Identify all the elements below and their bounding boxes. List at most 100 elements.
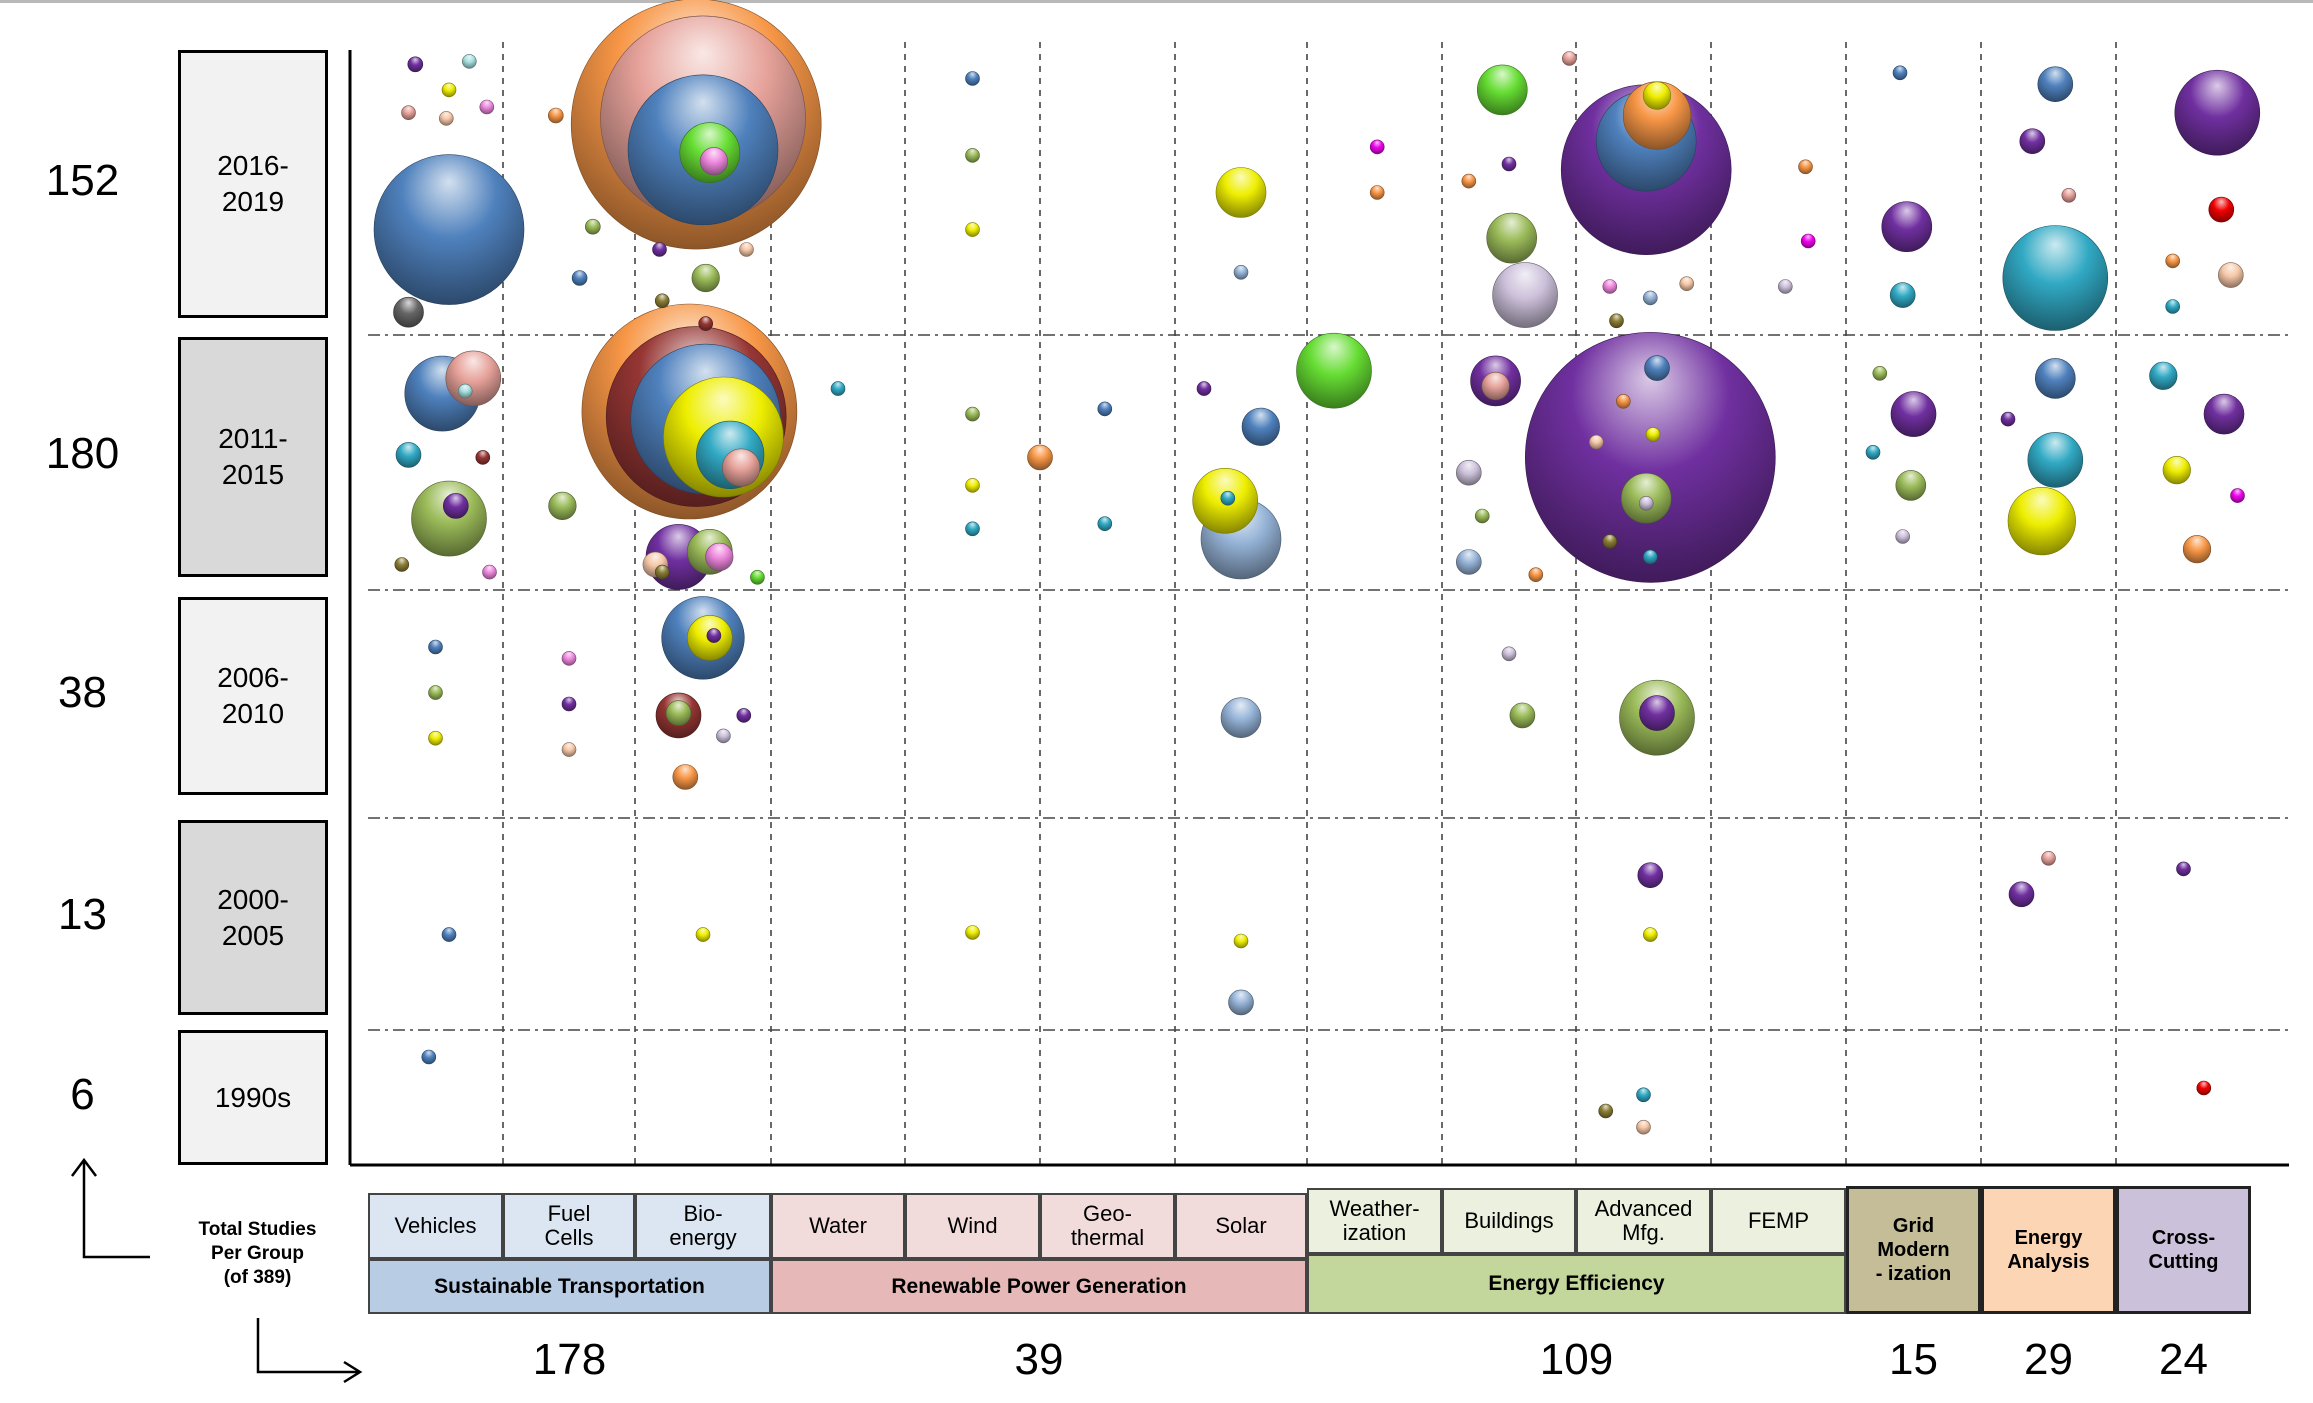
bubble-olive (584, 218, 601, 235)
bubble-lavender (1638, 495, 1654, 511)
bubble-lavender (1895, 529, 1910, 544)
bubble-yellow (965, 478, 980, 493)
bubble-orange (1616, 393, 1631, 409)
side-group-total: 15 (1889, 1335, 1938, 1384)
total-studies-label: Total Studies Per Group (of 389) (198, 1219, 317, 1288)
side-group-label: Energy Analysis (1981, 1186, 2116, 1314)
bubble-orange (672, 764, 699, 790)
bubble-purple (736, 708, 752, 723)
bubble-yellow (965, 222, 980, 237)
category-label: Solar (1175, 1193, 1307, 1259)
bubble-yellow (2162, 456, 2191, 485)
bubble-orange (1461, 173, 1477, 189)
bubble-purple (2203, 393, 2245, 435)
bubble-olive (965, 406, 980, 422)
category-label: Wind (905, 1193, 1040, 1259)
bubble-lightblue (1228, 989, 1254, 1016)
bubble-orange (1528, 567, 1544, 583)
bubble-teal (1889, 282, 1916, 308)
bubble-peach (438, 111, 454, 126)
period-total: 180 (45, 429, 120, 478)
bubble-darkred (475, 450, 491, 465)
bubble-lavender (1778, 279, 1793, 294)
bubble-darkred (698, 316, 714, 331)
category-label: Vehicles (368, 1193, 503, 1259)
bubble-yellow (2007, 486, 2076, 556)
bubble-peach (1679, 276, 1694, 292)
bubble-yellow (965, 925, 980, 940)
bubble-blue (965, 71, 980, 86)
category-label: Water (771, 1193, 905, 1259)
bubble-olive (1474, 508, 1490, 524)
bubble-pink (705, 542, 734, 572)
bubble-lightblue (1456, 549, 1482, 575)
bubble-olive (548, 491, 577, 521)
bubble-orange (1027, 444, 1053, 471)
bubble-purple (652, 242, 667, 257)
bubble-teal (965, 521, 980, 537)
category-label: Bio- energy (635, 1193, 771, 1259)
bubble-pink (1602, 279, 1618, 294)
bubble-olive (1895, 470, 1927, 501)
bubble-green (750, 569, 765, 585)
bubble-purple (706, 628, 722, 643)
group-label: Renewable Power Generation (771, 1259, 1307, 1314)
category-label: Weather- ization (1307, 1188, 1442, 1254)
bubble-salmon (1481, 371, 1510, 401)
side-group-label: Cross- Cutting (2116, 1186, 2251, 1314)
bubble-paleteal (457, 383, 473, 399)
bubble-lavender (716, 728, 731, 744)
bubble-peach (561, 742, 577, 757)
right-arrow-icon (256, 1318, 363, 1384)
bubble-brown (654, 564, 670, 580)
top-rule (0, 0, 2313, 3)
bubble-yellow (1215, 167, 1267, 218)
bubble-purple (1637, 862, 1664, 889)
period-total: 152 (45, 156, 120, 205)
period-label: 2011- 2015 (178, 337, 328, 577)
bubble-teal (830, 381, 846, 396)
bubble-olive (1872, 365, 1888, 381)
bubble-orange (1369, 185, 1385, 200)
bubble-blue (2035, 358, 2076, 399)
bubble-teal (2002, 225, 2109, 331)
bubble-olive (428, 685, 443, 700)
bubble-peach (739, 242, 754, 257)
bubble-blue (1892, 65, 1908, 81)
bubble-brown (394, 557, 410, 572)
period-total: 13 (58, 889, 107, 939)
bubble-peach (1589, 434, 1604, 450)
group-label: Sustainable Transportation (368, 1259, 771, 1314)
bubble-yellow (1233, 933, 1249, 949)
category-label: Buildings (1442, 1188, 1576, 1254)
group-label: Energy Efficiency (1307, 1254, 1846, 1314)
category-label: Geo- thermal (1040, 1193, 1175, 1259)
group-total: 109 (1539, 1335, 1614, 1384)
bubble-orange (2165, 253, 2180, 269)
bubble-peach (2218, 262, 2244, 288)
bubble-teal (2149, 361, 2178, 390)
category-label: Advanced Mfg. (1576, 1188, 1711, 1254)
period-total: 38 (58, 668, 107, 717)
side-group-total: 29 (2024, 1335, 2073, 1384)
bubble-lavender (1456, 459, 1482, 486)
bubble-salmon (2041, 850, 2056, 866)
period-label: 2000- 2005 (178, 820, 328, 1015)
bubble-teal (1097, 516, 1113, 532)
bubble-olive (965, 148, 980, 163)
bubble-blue (1644, 355, 1670, 381)
chart-bubbles (373, 0, 2261, 1135)
group-total: 39 (1014, 1335, 1064, 1384)
period-label: 2006- 2010 (178, 597, 328, 795)
bubble-teal (1636, 1087, 1651, 1103)
bubble-green (1296, 332, 1372, 409)
bubble-yellow (428, 730, 443, 746)
bubble-green (1477, 64, 1528, 116)
category-label: Fuel Cells (503, 1193, 635, 1259)
bubble-magenta (1800, 233, 1816, 249)
bubble-yellow (1645, 427, 1661, 442)
bubble-lightblue (1643, 290, 1658, 306)
bubble-teal (1220, 490, 1236, 506)
bubble-brown (1609, 313, 1624, 329)
